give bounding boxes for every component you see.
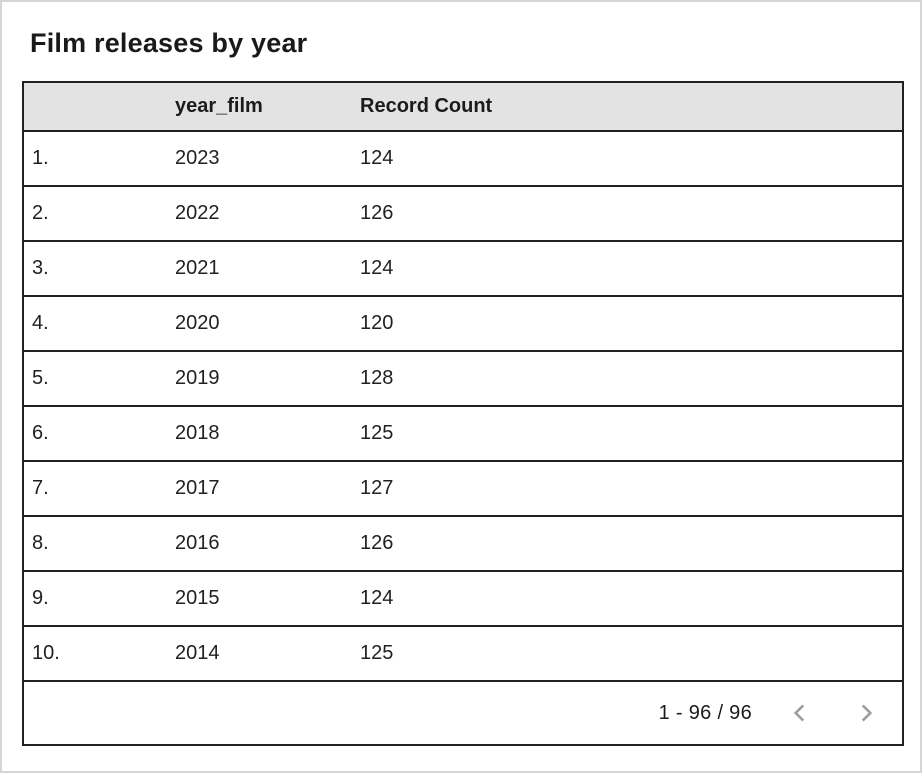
row-count: 120 xyxy=(360,312,394,334)
row-index: 5. xyxy=(32,367,49,389)
table-row: 9. 2015 124 xyxy=(24,572,902,627)
row-count: 124 xyxy=(360,587,394,609)
pagination-range-label: 1 - 96 / 96 xyxy=(658,701,752,724)
row-index: 8. xyxy=(32,532,49,554)
row-count: 125 xyxy=(360,642,394,664)
table-row: 8. 2016 126 xyxy=(24,517,902,572)
chevron-right-icon xyxy=(853,700,879,726)
table-row: 1. 2023 124 xyxy=(24,132,902,187)
row-count: 124 xyxy=(360,257,394,279)
row-year: 2023 xyxy=(175,147,220,169)
row-count: 126 xyxy=(360,532,394,554)
row-year: 2022 xyxy=(175,202,220,224)
row-count: 125 xyxy=(360,422,394,444)
data-table: year_film Record Count 1. 2023 124 2. 20… xyxy=(22,81,904,746)
pagination-next-button[interactable] xyxy=(846,693,886,733)
chevron-left-icon xyxy=(787,700,813,726)
row-year: 2020 xyxy=(175,312,220,334)
table-row: 4. 2020 120 xyxy=(24,297,902,352)
row-index: 9. xyxy=(32,587,49,609)
row-year: 2016 xyxy=(175,532,220,554)
row-index: 4. xyxy=(32,312,49,334)
row-index: 10. xyxy=(32,642,60,664)
table-row: 3. 2021 124 xyxy=(24,242,902,297)
row-index: 3. xyxy=(32,257,49,279)
row-year: 2014 xyxy=(175,642,220,664)
header-cell-year-film[interactable]: year_film xyxy=(175,95,263,117)
row-year: 2018 xyxy=(175,422,220,444)
table-row: 10. 2014 125 xyxy=(24,627,902,682)
row-index: 7. xyxy=(32,477,49,499)
table-row: 5. 2019 128 xyxy=(24,352,902,407)
row-count: 127 xyxy=(360,477,394,499)
table-footer: 1 - 96 / 96 xyxy=(24,682,902,744)
row-count: 126 xyxy=(360,202,394,224)
row-count: 124 xyxy=(360,147,394,169)
row-year: 2015 xyxy=(175,587,220,609)
row-index: 6. xyxy=(32,422,49,444)
row-count: 128 xyxy=(360,367,394,389)
row-index: 1. xyxy=(32,147,49,169)
row-year: 2017 xyxy=(175,477,220,499)
row-year: 2021 xyxy=(175,257,220,279)
row-index: 2. xyxy=(32,202,49,224)
table-row: 6. 2018 125 xyxy=(24,407,902,462)
table-row: 7. 2017 127 xyxy=(24,462,902,517)
page-title: Film releases by year xyxy=(30,28,308,58)
row-year: 2019 xyxy=(175,367,220,389)
table-header-row: year_film Record Count xyxy=(24,83,902,132)
header-cell-record-count[interactable]: Record Count xyxy=(360,95,493,117)
table-row: 2. 2022 126 xyxy=(24,187,902,242)
pagination-prev-button[interactable] xyxy=(780,693,820,733)
table-body: 1. 2023 124 2. 2022 126 3. 2021 124 4. 2… xyxy=(24,132,902,682)
